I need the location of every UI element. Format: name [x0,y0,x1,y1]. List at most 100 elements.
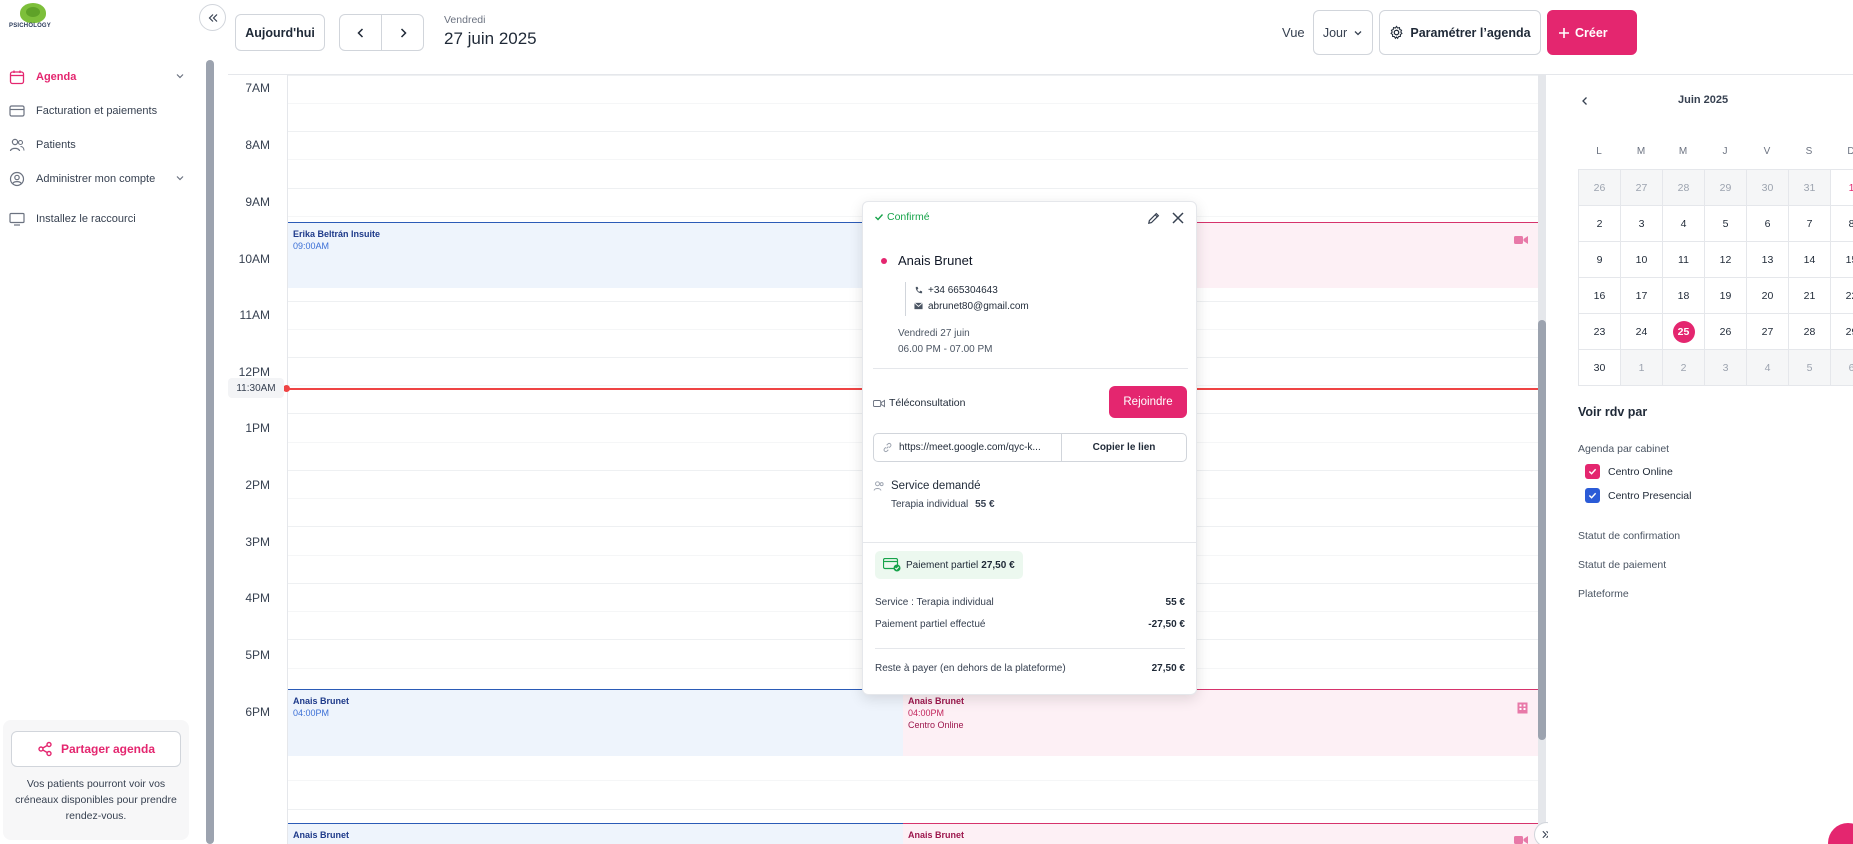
mini-calendar-day[interactable]: 14 [1789,242,1831,278]
event-anais-brunet-online[interactable]: Anais Brunet 04:00PM Centro Online [903,689,1540,756]
checkbox-checked-icon[interactable] [1585,464,1600,479]
mini-calendar-day[interactable]: 26 [1579,170,1621,206]
mini-calendar-day[interactable]: 30 [1579,350,1621,386]
share-agenda-button[interactable]: Partager agenda [11,731,181,767]
filter-platform[interactable]: Plateforme [1578,588,1629,600]
sidebar-item-agenda[interactable]: Agenda [0,60,197,94]
view-select[interactable]: Jour [1313,10,1373,55]
hour-label: 2PM [245,478,270,492]
scrollbar-thumb[interactable] [1538,320,1546,740]
sidebar-item-label: Agenda [36,71,77,83]
mini-calendar-day[interactable]: 3 [1705,350,1747,386]
meeting-link[interactable]: https://meet.google.com/qyc-k... [874,434,1062,461]
mini-calendar-day[interactable]: 8 [1831,206,1853,242]
mini-calendar-day[interactable]: 2 [1663,350,1705,386]
event-anais-brunet-6pm[interactable]: Anais Brunet [288,823,903,844]
mini-calendar-day[interactable]: 15 [1831,242,1853,278]
mini-calendar-day[interactable]: 11 [1663,242,1705,278]
mini-calendar-day[interactable]: 18 [1663,278,1705,314]
calendar-scrollbar[interactable] [1538,75,1546,844]
copy-link-button[interactable]: Copier le lien [1092,442,1156,453]
checkbox-checked-icon[interactable] [1585,488,1600,503]
sidebar-scrollbar[interactable] [206,60,214,844]
sidebar: PSICHOLOGY Agenda Facturation et paiemen… [0,0,197,844]
sidebar-item-account[interactable]: Administrer mon compte [0,162,197,196]
mini-calendar-day[interactable]: 6 [1747,206,1789,242]
filter-confirmation-status[interactable]: Statut de confirmation [1578,530,1681,542]
collapse-sidebar-button[interactable] [199,4,226,31]
sidebar-nav: Agenda Facturation et paiements Patients [0,60,197,236]
mini-calendar-day[interactable]: 5 [1705,206,1747,242]
payment-row: Paiement partiel effectué -27,50 € [875,619,1185,630]
agenda-settings-button[interactable]: Paramétrer l’agenda [1379,10,1541,55]
mini-calendar-day[interactable]: 31 [1789,170,1831,206]
remaining-label: Reste à payer (en dehors de la plateform… [875,663,1066,674]
mini-calendar-day[interactable]: 2 [1579,206,1621,242]
event-erika-beltran[interactable]: Erika Beltrán Insuite 09:00AM [288,222,903,288]
mini-calendar-prev-button[interactable] [1580,94,1590,109]
next-day-button[interactable] [381,14,424,51]
mini-calendar-day[interactable]: 28 [1663,170,1705,206]
mini-calendar-day[interactable]: 27 [1747,314,1789,350]
right-panel: Juin 2025 L M M J V S D 26 27 28 29 30 31 1 2 3 4… [1548,75,1853,844]
cabinet-checkbox-online[interactable]: Centro Online [1585,464,1673,479]
mini-calendar-day[interactable]: 20 [1747,278,1789,314]
mini-calendar-day-number: 27 [1635,181,1648,194]
mini-calendar-day-number: 23 [1593,325,1606,338]
mini-calendar-day[interactable]: 23 [1579,314,1621,350]
mini-calendar-day[interactable]: 29 [1831,314,1853,350]
close-button[interactable] [1171,211,1185,230]
mini-calendar-day[interactable]: 4 [1663,206,1705,242]
patient-name[interactable]: Anais Brunet [898,253,973,268]
mini-calendar-day[interactable]: 1 [1831,170,1853,206]
chevron-down-icon[interactable] [175,173,185,183]
modality-label: Téléconsultation [889,397,966,409]
user-circle-icon [8,170,26,188]
event-name: Erika Beltrán Insuite [293,229,381,239]
mini-calendar-day[interactable]: 9 [1579,242,1621,278]
sidebar-item-billing[interactable]: Facturation et paiements [0,94,197,128]
mini-calendar-day[interactable]: 6 [1831,350,1853,386]
prev-day-button[interactable] [339,14,382,51]
mini-calendar-day[interactable]: 22 [1831,278,1853,314]
mini-calendar-day[interactable]: 28 [1789,314,1831,350]
mini-calendar-day[interactable]: 4 [1747,350,1789,386]
mini-calendar-day[interactable]: 5 [1789,350,1831,386]
mini-calendar-day[interactable]: 19 [1705,278,1747,314]
event-anais-brunet-4pm[interactable]: Anais Brunet 04:00PM [288,689,903,756]
filter-payment-status[interactable]: Statut de paiement [1578,559,1667,571]
mini-calendar-day[interactable]: 25 [1663,314,1705,350]
sidebar-item-shortcut[interactable]: Installez le raccourci [0,202,197,236]
sidebar-item-patients[interactable]: Patients [0,128,197,162]
mini-calendar-day[interactable]: 12 [1705,242,1747,278]
mini-calendar-day[interactable]: 13 [1747,242,1789,278]
mini-calendar-day[interactable]: 27 [1621,170,1663,206]
appointment-when: Vendredi 27 juin 06.00 PM - 07.00 PM [898,326,993,358]
double-chevron-left-icon [208,13,217,22]
edit-button[interactable] [1146,211,1161,231]
mini-calendar-day[interactable]: 29 [1705,170,1747,206]
chevron-down-icon[interactable] [175,71,185,81]
mini-calendar-day[interactable]: 3 [1621,206,1663,242]
event-anais-brunet-6pm-online[interactable]: Anais Brunet [903,823,1540,844]
mini-calendar-day[interactable]: 7 [1789,206,1831,242]
mini-calendar-day[interactable]: 10 [1621,242,1663,278]
mini-calendar-day-number: 6 [1764,217,1771,230]
grid-line [288,75,1540,76]
mini-calendar-day[interactable]: 26 [1705,314,1747,350]
mini-calendar-day[interactable]: 30 [1747,170,1789,206]
mini-calendar-day[interactable]: 17 [1621,278,1663,314]
payment-badge: Paiement partiel 27,50 € [875,551,1023,579]
mini-calendar-day[interactable]: 1 [1621,350,1663,386]
logo[interactable]: PSICHOLOGY [9,3,57,31]
create-button[interactable]: Créer [1547,10,1637,55]
mini-calendar-day[interactable]: 21 [1789,278,1831,314]
mini-calendar-week: 26 27 28 29 30 31 1 [1579,170,1853,206]
cabinet-checkbox-presencial[interactable]: Centro Presencial [1585,488,1691,503]
mini-calendar-day[interactable]: 24 [1621,314,1663,350]
weekday-label: J [1722,146,1728,157]
chat-fab-button[interactable] [1828,823,1853,844]
join-button[interactable]: Rejoindre [1109,386,1187,418]
mini-calendar-day[interactable]: 16 [1579,278,1621,314]
today-button[interactable]: Aujourd'hui [235,14,325,51]
